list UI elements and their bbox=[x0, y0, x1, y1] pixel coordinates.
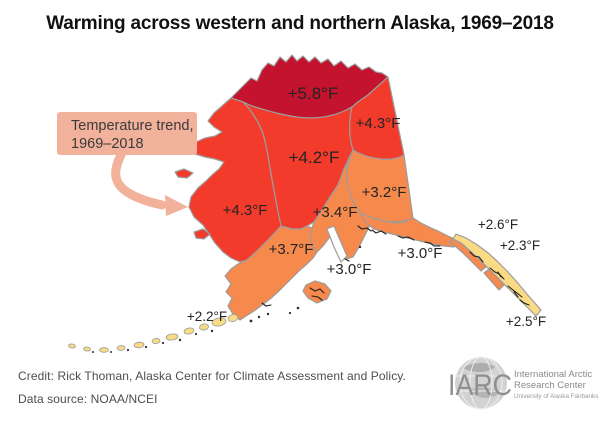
nunivak-island bbox=[193, 228, 211, 240]
st-lawrence-island bbox=[174, 168, 194, 179]
logo-name-line2: Research Center bbox=[514, 380, 586, 391]
logo-university-line: University of Alaska Fairbanks bbox=[514, 393, 598, 400]
region-kodiak-island-area bbox=[302, 280, 332, 304]
cook-inlet-water bbox=[326, 225, 348, 263]
label-panhandle-south: +2.5°F bbox=[506, 314, 546, 329]
label-arctic: +5.8°F bbox=[288, 84, 339, 103]
region-panhandle-coast-strip bbox=[448, 238, 487, 272]
map-labels: +5.8°F +4.3°F +4.2°F +3.2°F +4.3°F +3.4°… bbox=[187, 84, 546, 329]
coast-detail-squiggles bbox=[261, 225, 530, 307]
callout-arrow-curve bbox=[111, 150, 167, 210]
label-east-interior: +3.2°F bbox=[362, 184, 407, 201]
callout-arrow-head-icon bbox=[165, 195, 188, 216]
logo-name-line1: International Arctic bbox=[514, 369, 592, 380]
data-source-text: Data source: NOAA/NCEI bbox=[18, 392, 158, 406]
callout-box bbox=[57, 112, 197, 155]
label-gulf-coast: +3.0°F bbox=[398, 245, 443, 262]
label-south-central: +3.4°F bbox=[313, 204, 358, 221]
label-central-interior: +4.2°F bbox=[289, 148, 340, 167]
label-aleutians: +2.2°F bbox=[187, 309, 227, 324]
callout-line2: 1969–2018 bbox=[71, 136, 144, 152]
region-panhandle-coast-strip-2 bbox=[483, 268, 505, 291]
label-panhandle-central: +2.3°F bbox=[500, 238, 540, 253]
logo-acronym: IARC bbox=[448, 369, 512, 402]
label-west-coast: +4.3°F bbox=[223, 202, 268, 219]
iarc-logo: IARC International Arctic Research Cente… bbox=[448, 356, 598, 410]
callout-line1: Temperature trend, bbox=[71, 118, 194, 134]
callout: Temperature trend, 1969–2018 bbox=[57, 112, 197, 216]
region-west-coast-area bbox=[188, 97, 282, 263]
label-southwest: +3.7°F bbox=[269, 241, 314, 258]
label-panhandle-north: +2.6°F bbox=[478, 217, 518, 232]
label-northeast-interior: +4.3°F bbox=[356, 115, 401, 132]
map-regions bbox=[174, 54, 542, 321]
page-title: Warming across western and northern Alas… bbox=[46, 13, 554, 34]
islet-specks bbox=[92, 245, 362, 353]
label-cook-inlet: +3.0°F bbox=[327, 261, 372, 278]
globe-icon bbox=[455, 356, 507, 410]
aleutian-islands bbox=[68, 313, 239, 353]
credit-text: Credit: Rick Thoman, Alaska Center for C… bbox=[18, 369, 406, 383]
region-southwest-area bbox=[224, 225, 318, 321]
